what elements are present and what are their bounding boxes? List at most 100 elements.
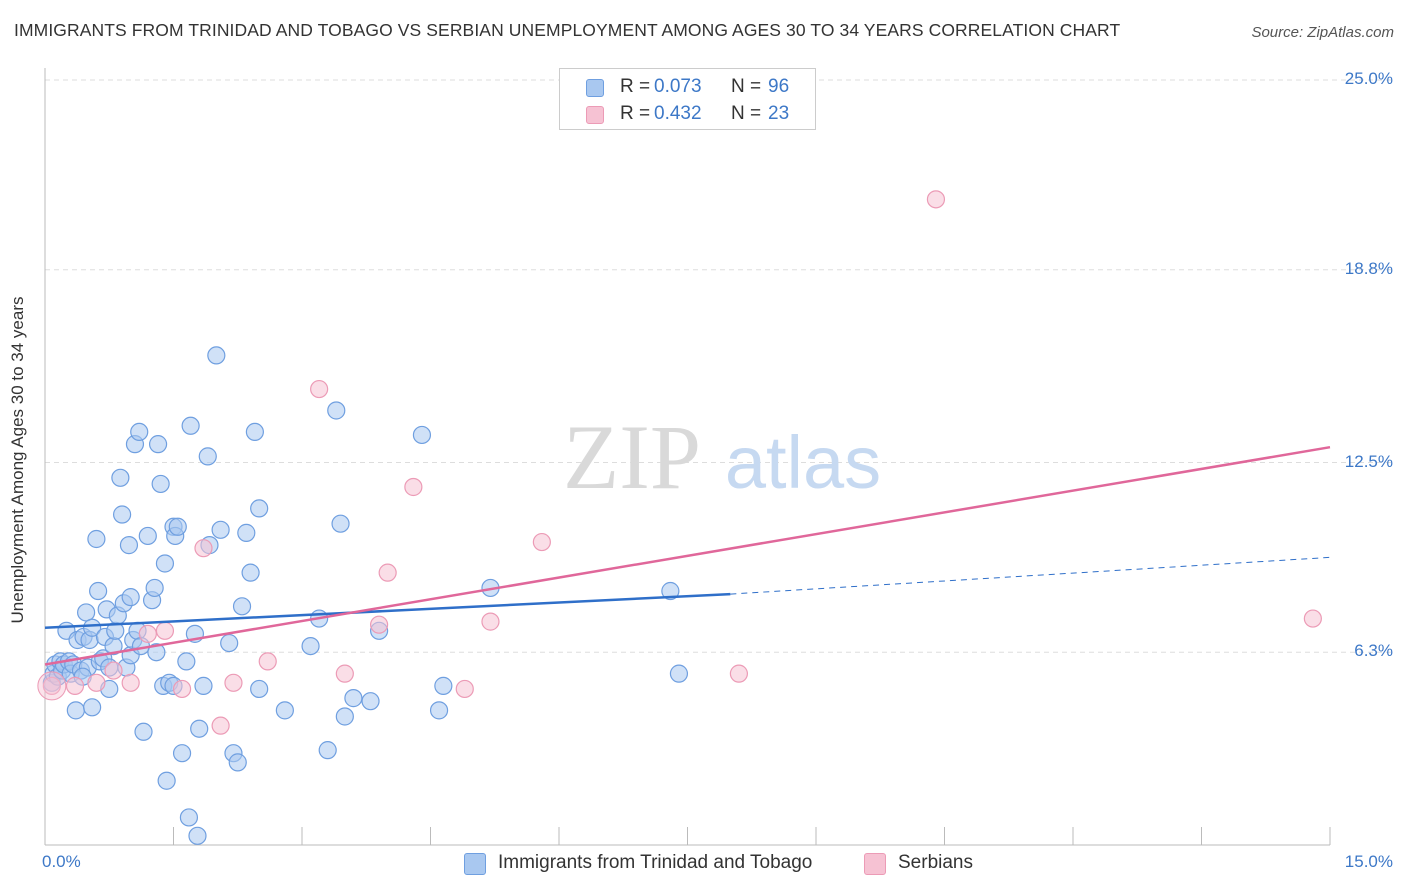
data-point-trinidad <box>172 744 192 763</box>
data-point-trinidad <box>669 664 689 683</box>
data-point-trinidad <box>130 422 149 441</box>
watermark-zip: ZIP <box>563 406 701 508</box>
data-point-trinidad <box>121 588 140 607</box>
data-point-trinidad <box>89 581 108 601</box>
series-serbian-points <box>37 190 1322 735</box>
legend: R = 0.073 N = 96 R = 0.432 N = 23 <box>559 68 816 130</box>
bottom-legend-label: Immigrants from Trinidad and Tobago <box>498 852 813 873</box>
data-point-serbian <box>335 664 354 683</box>
data-point-trinidad <box>207 346 226 365</box>
data-point-serbian <box>172 679 192 699</box>
legend-swatch-blue <box>586 79 604 97</box>
data-point-serbian <box>104 661 123 680</box>
data-point-trinidad <box>429 701 449 720</box>
data-point-serbian <box>65 676 85 695</box>
data-point-trinidad <box>147 643 166 662</box>
legend-n-value: 96 <box>768 76 790 97</box>
data-point-trinidad <box>145 578 164 598</box>
data-point-serbian <box>258 652 277 671</box>
chart-title: IMMIGRANTS FROM TRINIDAD AND TOBAGO VS S… <box>14 20 1121 40</box>
data-point-trinidad <box>83 698 102 717</box>
legend-swatch-pink <box>586 106 604 124</box>
data-point-trinidad <box>250 679 269 699</box>
watermark: ZIP atlas <box>563 406 881 508</box>
data-point-trinidad <box>155 554 175 573</box>
data-point-trinidad <box>151 474 170 494</box>
data-point-trinidad <box>134 722 153 741</box>
data-point-trinidad <box>412 425 432 445</box>
data-point-trinidad <box>301 636 320 656</box>
data-point-trinidad <box>361 692 380 711</box>
data-point-serbian <box>1303 609 1322 628</box>
data-point-serbian <box>455 679 474 699</box>
data-point-serbian <box>926 190 946 209</box>
data-point-trinidad <box>177 652 196 671</box>
y-tick-label: 6.3% <box>1354 641 1393 661</box>
data-point-serbian <box>87 673 106 692</box>
data-point-trinidad <box>344 689 363 708</box>
data-point-trinidad <box>148 435 168 454</box>
data-point-serbian <box>404 477 423 497</box>
data-point-trinidad <box>220 633 239 653</box>
data-point-serbian <box>194 539 213 558</box>
y-axis-label: Unemployment Among Ages 30 to 34 years <box>8 296 27 624</box>
data-point-trinidad <box>318 741 337 760</box>
data-point-trinidad <box>245 422 264 441</box>
trend-line-trinidad <box>44 592 731 629</box>
data-point-trinidad <box>188 826 207 845</box>
data-point-trinidad <box>211 520 230 539</box>
data-point-trinidad <box>157 771 176 790</box>
legend-r-label: R = <box>620 76 651 97</box>
x-tick-label-max: 15.0% <box>1344 852 1393 871</box>
data-point-serbian <box>155 621 175 640</box>
data-point-serbian <box>729 664 749 683</box>
data-point-trinidad <box>77 603 96 622</box>
data-point-trinidad <box>112 505 132 524</box>
data-point-serbian <box>224 673 243 692</box>
data-point-trinidad <box>138 526 157 546</box>
axes <box>44 68 1331 846</box>
data-point-trinidad <box>119 536 139 555</box>
data-point-trinidad <box>83 618 102 637</box>
data-point-serbian <box>532 532 551 552</box>
data-point-trinidad <box>87 529 106 549</box>
watermark-atlas: atlas <box>725 421 881 504</box>
data-point-serbian <box>370 615 389 634</box>
y-tick-label: 18.8% <box>1344 258 1393 278</box>
series-trinidad-points <box>42 346 689 845</box>
trend-lines <box>44 445 1331 666</box>
data-point-serbian <box>42 676 61 695</box>
data-point-trinidad <box>66 701 85 720</box>
legend-r-value: 0.073 <box>654 76 702 97</box>
data-point-trinidad <box>111 468 130 487</box>
data-point-trinidad <box>194 676 213 695</box>
trend-line-trinidad-extrapolated <box>730 556 1331 595</box>
data-point-trinidad <box>190 719 209 738</box>
data-point-serbian <box>481 612 500 631</box>
data-point-trinidad <box>331 514 350 533</box>
data-point-trinidad <box>335 707 354 726</box>
data-point-serbian <box>310 379 329 399</box>
data-point-trinidad <box>275 701 294 720</box>
data-point-trinidad <box>181 416 200 435</box>
legend-r-label: R = <box>620 103 651 124</box>
data-point-serbian <box>211 716 230 735</box>
y-tick-label: 25.0% <box>1344 69 1393 88</box>
data-point-serbian <box>378 563 397 582</box>
bottom-legend-label: Serbians <box>898 852 973 873</box>
x-tick-label-min: 0.0% <box>42 852 81 871</box>
trend-line-serbians <box>44 445 1331 666</box>
data-point-trinidad <box>661 581 680 601</box>
data-point-trinidad <box>198 447 217 466</box>
data-point-trinidad <box>179 808 199 827</box>
data-point-serbian <box>138 624 157 643</box>
data-point-trinidad <box>232 597 252 616</box>
data-point-trinidad <box>250 499 269 518</box>
data-point-trinidad <box>228 753 247 772</box>
legend-r-value: 0.432 <box>654 103 702 124</box>
legend-n-label: N = <box>731 76 762 97</box>
data-point-serbian <box>121 673 140 692</box>
legend-n-label: N = <box>731 103 762 124</box>
data-point-serbian-cluster <box>37 671 67 701</box>
